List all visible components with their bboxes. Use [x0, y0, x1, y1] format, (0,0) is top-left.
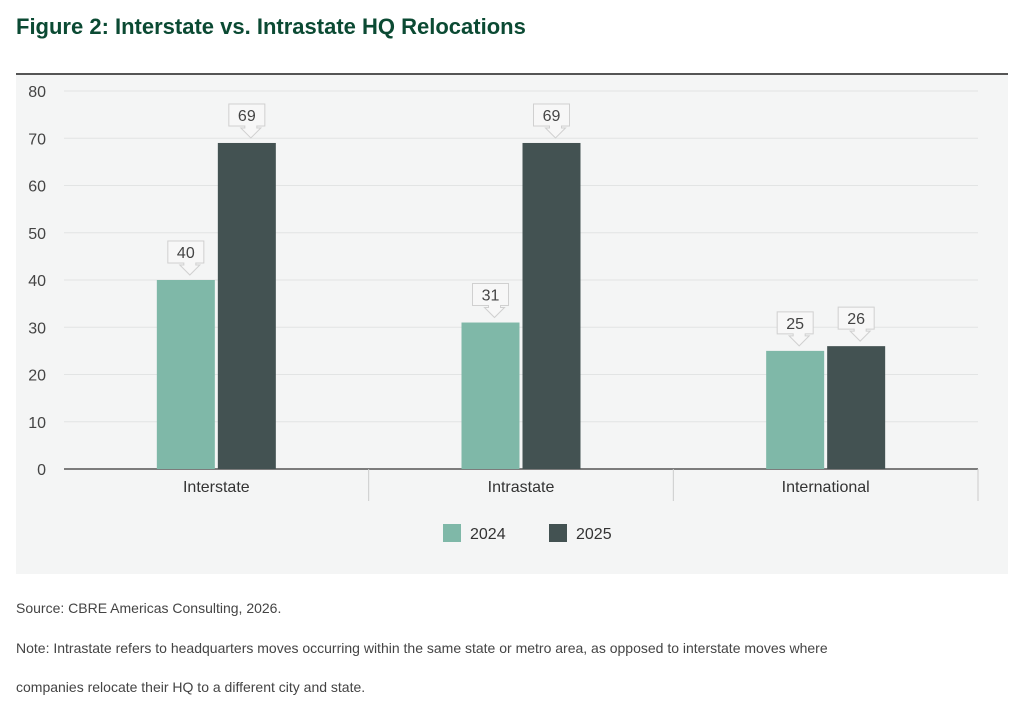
- bar-2024: [461, 322, 520, 469]
- legend-swatch-2024: [443, 524, 461, 542]
- data-label-callout: [228, 103, 266, 139]
- bar-2025: [522, 142, 581, 469]
- note-text-line1: Note: Intrastate refers to headquarters …: [16, 640, 828, 656]
- data-label: 25: [786, 316, 804, 333]
- y-tick-label: 0: [37, 462, 46, 479]
- chart-title: Figure 2: Interstate vs. Intrastate HQ R…: [16, 14, 526, 39]
- bar-2025: [827, 346, 886, 469]
- data-label: 40: [177, 245, 195, 262]
- bar-chart: 0 10 20 30 40 50 60 70 80 Interstate 40 69 Intrastat…: [28, 84, 979, 543]
- bar-2025: [217, 142, 276, 469]
- source-text: Source: CBRE Americas Consulting, 2026.: [16, 600, 282, 616]
- data-label-callout: [776, 311, 814, 347]
- legend-label: 2025: [576, 526, 612, 543]
- data-label-callout: [837, 306, 875, 342]
- data-label: 69: [238, 108, 256, 125]
- x-tick-label: Intrastate: [488, 479, 555, 496]
- y-tick-label: 10: [28, 415, 46, 432]
- legend-swatch-2025: [549, 524, 567, 542]
- data-label: 31: [482, 288, 500, 305]
- note-text-line2: companies relocate their HQ to a differe…: [16, 679, 366, 695]
- data-label-callout: [533, 103, 570, 139]
- y-tick-label: 70: [28, 131, 46, 148]
- y-tick-label: 50: [28, 226, 46, 243]
- y-tick-label: 20: [28, 368, 46, 385]
- y-tick-label: 40: [28, 273, 46, 290]
- y-tick-label: 80: [28, 84, 46, 101]
- x-tick-label: Interstate: [183, 479, 250, 496]
- bar-2024: [156, 280, 215, 469]
- chart-panel: 0 10 20 30 40 50 60 70 80 Interstate 40 69 Intrastat…: [16, 73, 1008, 574]
- y-tick-label: 30: [28, 320, 46, 337]
- data-label-callout: [167, 240, 205, 276]
- data-label: 69: [543, 108, 561, 125]
- legend-label: 2024: [470, 526, 506, 543]
- data-label-callout: [472, 283, 509, 319]
- x-tick-label: International: [782, 479, 870, 496]
- bar-2024: [766, 350, 825, 469]
- y-tick-label: 60: [28, 179, 46, 196]
- data-label: 26: [847, 311, 865, 328]
